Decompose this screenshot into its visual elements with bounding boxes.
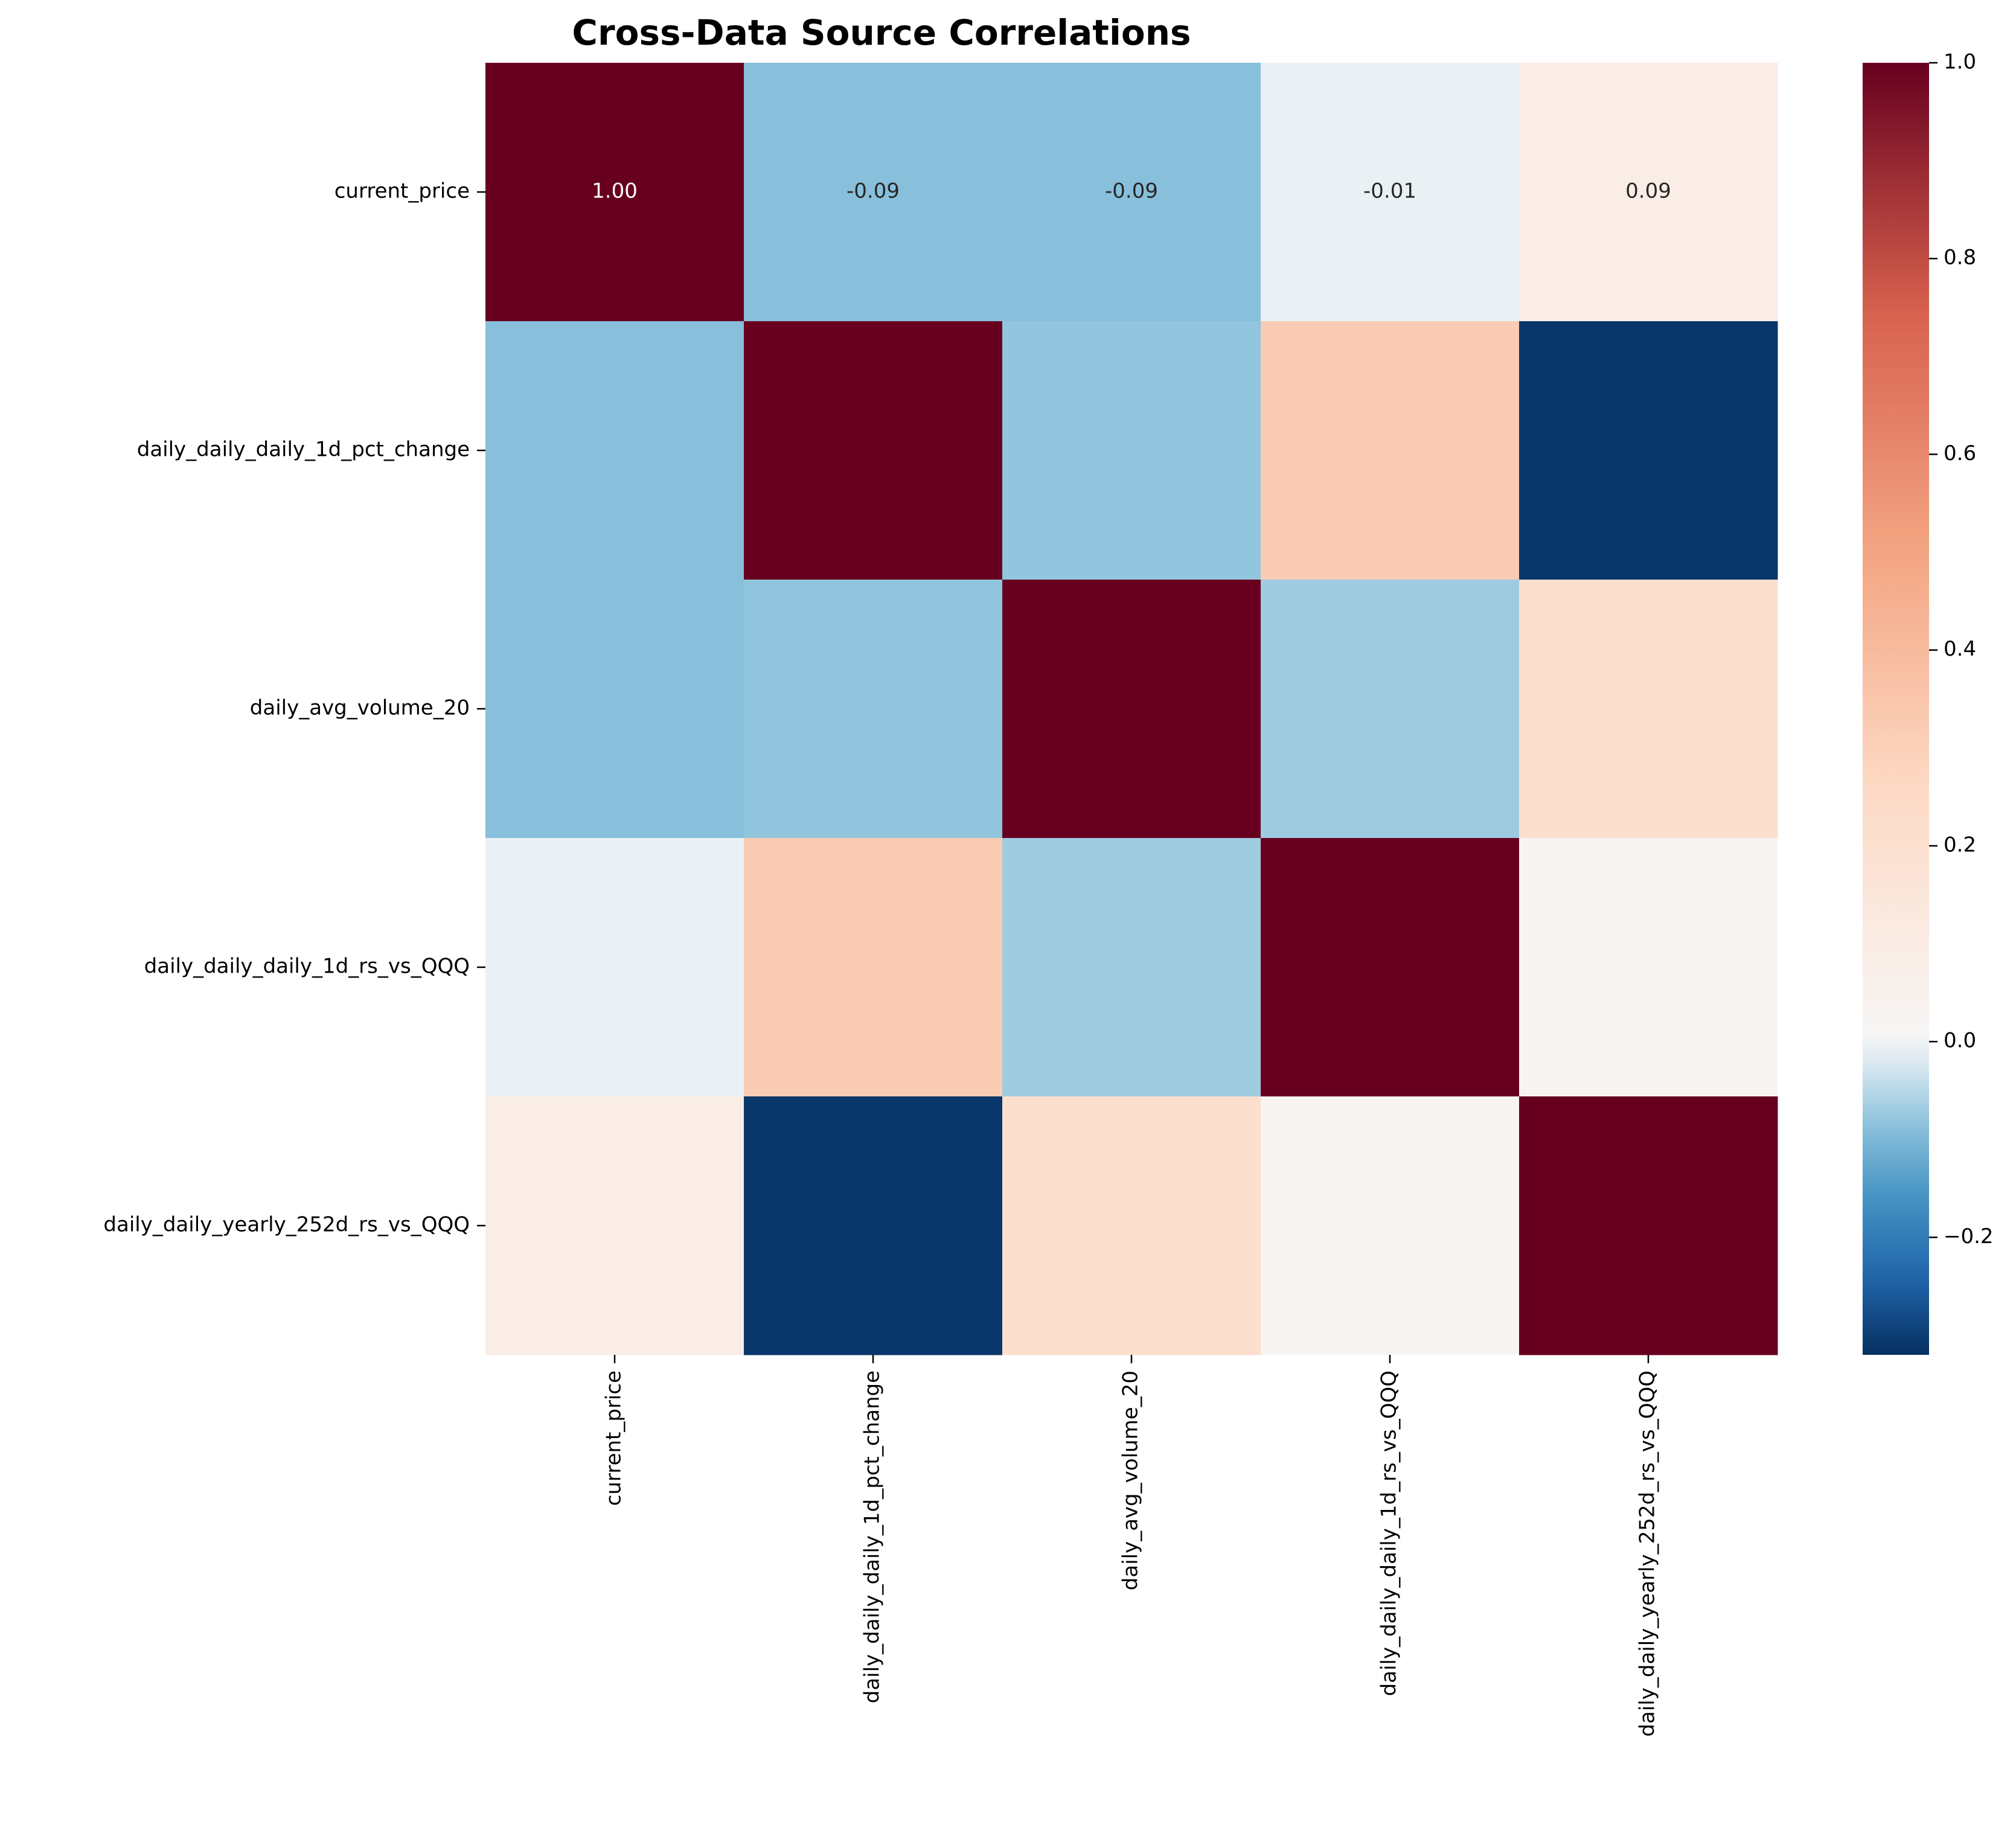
column-tick-label: current_price <box>602 1371 626 1506</box>
heatmap-cell <box>744 321 1003 580</box>
row-tick-labels: current_price daily_daily_daily_1d_pct_ch… <box>103 179 485 1237</box>
cell-value-label: -0.09 <box>846 179 900 203</box>
heatmap-cell <box>1261 321 1520 580</box>
heatmap-cell <box>1002 321 1261 580</box>
heatmap-cell <box>1261 1096 1520 1355</box>
colorbar: 1.0 0.8 0.6 0.4 0.2 0.0 −0.2 <box>1863 50 1994 1355</box>
row-tick-label: daily_daily_yearly_252d_rs_vs_QQQ <box>103 1213 470 1237</box>
colorbar-tick-label: 0.2 <box>1944 833 1976 857</box>
heatmap-cell <box>485 321 744 580</box>
colorbar-tick-label: 0.0 <box>1944 1029 1976 1053</box>
heatmap-cell <box>1519 63 1778 322</box>
heatmap-cell <box>1002 838 1261 1097</box>
cell-annotations: 1.00 -0.09 -0.09 -0.01 0.09 <box>592 179 1671 203</box>
column-tick-label: daily_daily_yearly_252d_rs_vs_QQQ <box>1636 1371 1660 1737</box>
cell-value-label: -0.09 <box>1105 179 1158 203</box>
colorbar-tick-label: 0.8 <box>1944 246 1976 270</box>
chart-title: Cross-Data Source Correlations <box>572 12 1191 53</box>
heatmap-cell <box>485 580 744 839</box>
cell-value-label: 0.09 <box>1625 179 1671 203</box>
colorbar-tick-label: −0.2 <box>1944 1224 1994 1249</box>
colorbar-tick-label: 0.4 <box>1944 637 1976 661</box>
column-tick-label: daily_avg_volume_20 <box>1119 1371 1143 1590</box>
colorbar-tick-label: 0.6 <box>1944 441 1976 465</box>
heatmap-cell <box>744 838 1003 1097</box>
heatmap-cell <box>744 63 1003 322</box>
colorbar-tick-label: 1.0 <box>1944 50 1976 74</box>
colorbar-gradient <box>1863 63 1929 1355</box>
row-tick-label: current_price <box>334 179 470 203</box>
heatmap-cell <box>485 1096 744 1355</box>
row-tick-label: daily_daily_daily_1d_rs_vs_QQQ <box>144 955 470 979</box>
heatmap-cell <box>1519 321 1778 580</box>
heatmap-cell <box>1519 1096 1778 1355</box>
heatmap-cell <box>1261 580 1520 839</box>
heatmap-cells <box>485 63 1778 1355</box>
heatmap-cell <box>744 580 1003 839</box>
column-tick-label: daily_daily_daily_1d_rs_vs_QQQ <box>1377 1371 1401 1696</box>
heatmap-cell <box>1261 838 1520 1097</box>
heatmap-cell <box>1519 580 1778 839</box>
heatmap-cell <box>485 63 744 322</box>
heatmap-cell <box>1519 838 1778 1097</box>
cell-value-label: -0.01 <box>1363 179 1416 203</box>
heatmap-cell <box>1002 1096 1261 1355</box>
row-tick-label: daily_daily_daily_1d_pct_change <box>137 438 470 462</box>
heatmap-cell <box>1261 63 1520 322</box>
heatmap-cell <box>1002 63 1261 322</box>
row-tick-label: daily_avg_volume_20 <box>250 696 470 720</box>
heatmap-cell <box>744 1096 1003 1355</box>
heatmap-cell <box>485 838 744 1097</box>
column-tick-label: daily_daily_daily_1d_pct_change <box>860 1371 885 1703</box>
cell-value-label: 1.00 <box>592 179 638 203</box>
column-tick-labels: current_price daily_daily_daily_1d_pct_ch… <box>602 1355 1660 1737</box>
heatmap-cell <box>1002 580 1261 839</box>
